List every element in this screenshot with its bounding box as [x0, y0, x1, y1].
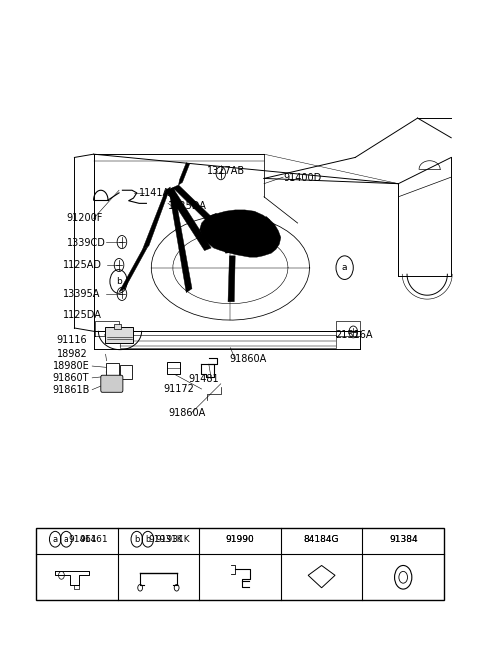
FancyBboxPatch shape — [120, 365, 132, 379]
Text: 91172: 91172 — [163, 384, 194, 394]
Polygon shape — [166, 188, 211, 251]
Polygon shape — [245, 248, 254, 256]
Text: 91860A: 91860A — [168, 408, 206, 419]
Text: 91461: 91461 — [79, 535, 108, 544]
Polygon shape — [262, 216, 270, 224]
Text: 18982: 18982 — [57, 349, 87, 359]
FancyBboxPatch shape — [106, 363, 119, 377]
Text: 91931K: 91931K — [149, 535, 183, 544]
FancyBboxPatch shape — [101, 375, 123, 392]
Text: 91384: 91384 — [389, 535, 418, 544]
Text: 91860A: 91860A — [229, 354, 267, 365]
Polygon shape — [259, 244, 267, 252]
Text: 91481: 91481 — [188, 373, 219, 384]
Text: 91461: 91461 — [68, 535, 97, 544]
Polygon shape — [143, 187, 170, 249]
Text: 1339CD: 1339CD — [67, 237, 106, 248]
FancyBboxPatch shape — [105, 327, 133, 343]
Polygon shape — [240, 213, 250, 218]
Polygon shape — [179, 163, 190, 185]
Text: 1141AC: 1141AC — [139, 188, 177, 198]
Polygon shape — [200, 210, 281, 257]
Text: 91861B: 91861B — [53, 384, 90, 395]
Text: a: a — [53, 535, 58, 544]
FancyBboxPatch shape — [167, 362, 180, 374]
Text: 91116: 91116 — [57, 335, 87, 345]
Text: 91990: 91990 — [226, 535, 254, 544]
Text: 18980E: 18980E — [53, 361, 90, 371]
Polygon shape — [209, 213, 218, 220]
Text: 21516A: 21516A — [335, 329, 372, 340]
Text: 91384: 91384 — [389, 535, 418, 544]
Text: 13395A: 13395A — [63, 289, 101, 299]
Text: 1125AD: 1125AD — [63, 260, 102, 270]
FancyBboxPatch shape — [114, 324, 121, 329]
Text: b: b — [145, 535, 150, 544]
Text: 91990: 91990 — [226, 535, 254, 544]
Polygon shape — [119, 247, 148, 292]
Text: 84184G: 84184G — [304, 535, 339, 544]
Polygon shape — [169, 188, 192, 293]
Text: a: a — [64, 535, 69, 544]
Text: 91400D: 91400D — [283, 173, 322, 184]
Polygon shape — [228, 256, 235, 302]
Text: b: b — [116, 277, 121, 286]
Text: 91200F: 91200F — [66, 213, 103, 224]
Text: 1327AB: 1327AB — [206, 165, 245, 176]
Text: 91860T: 91860T — [53, 373, 89, 383]
Text: 1125DA: 1125DA — [63, 310, 102, 320]
Polygon shape — [173, 185, 242, 251]
Polygon shape — [223, 246, 233, 253]
Text: a: a — [342, 263, 348, 272]
Text: b: b — [134, 535, 140, 544]
Text: 84184G: 84184G — [304, 535, 339, 544]
Text: 1125DA: 1125DA — [168, 201, 207, 211]
Text: 91931K: 91931K — [156, 535, 190, 544]
